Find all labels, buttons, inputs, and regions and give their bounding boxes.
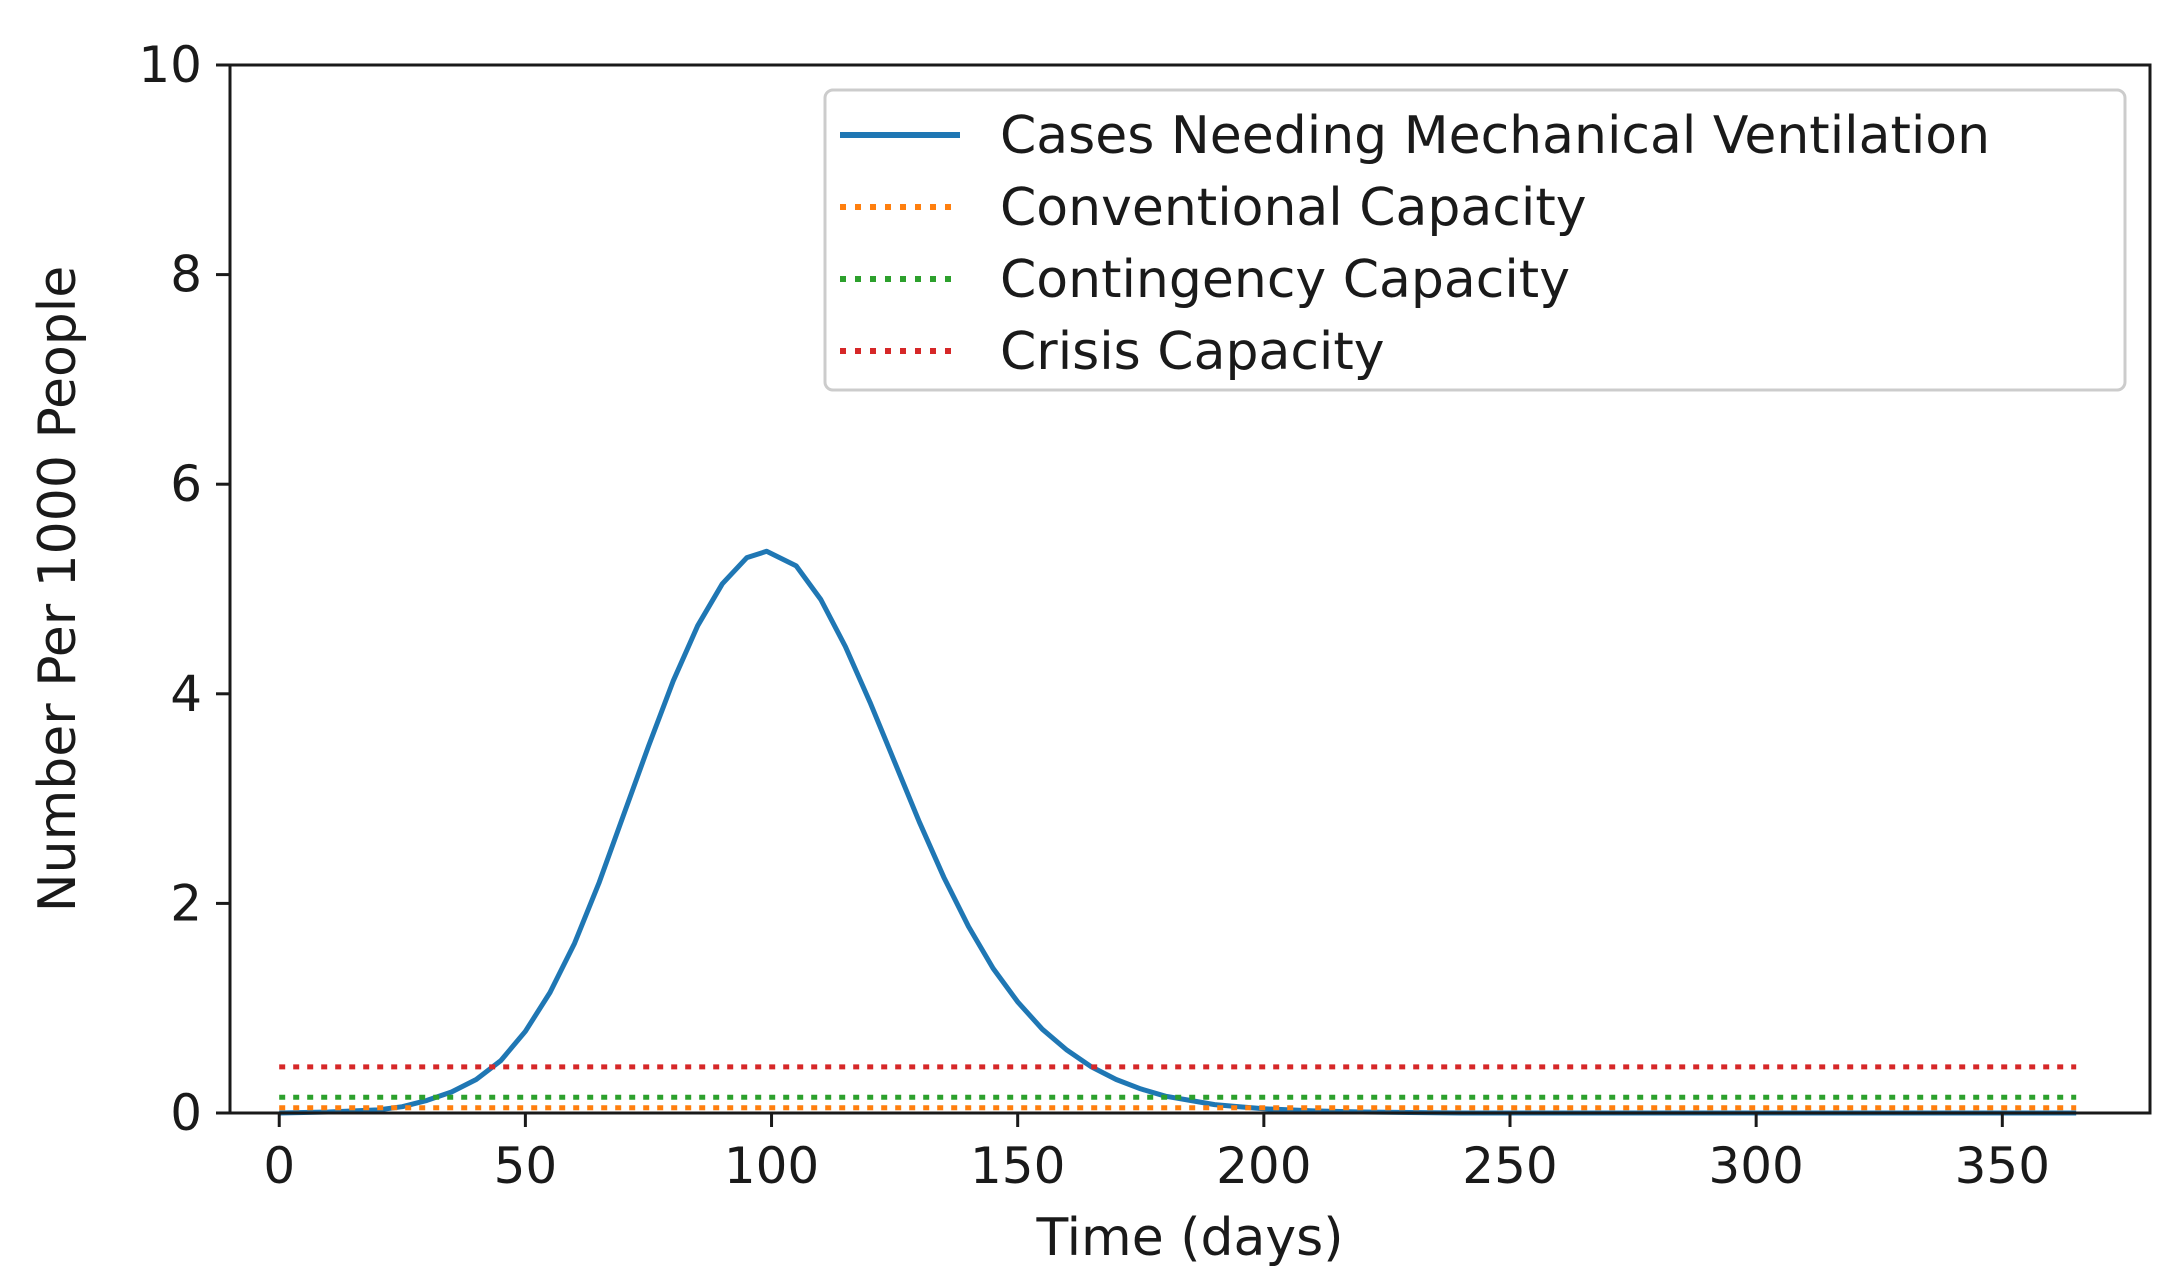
legend-label-2: Contingency Capacity (1000, 250, 1570, 310)
y-tick-label: 8 (170, 246, 202, 304)
legend-box (823, 88, 2127, 392)
x-axis-title: Time (days) (1035, 1208, 1343, 1268)
x-tick-label: 150 (970, 1137, 1065, 1195)
x-tick-label: 50 (494, 1137, 558, 1195)
y-tick-label: 0 (170, 1084, 202, 1142)
legend: Cases Needing Mechanical Ventilation Conv… (823, 88, 2127, 392)
legend-label-3: Crisis Capacity (1000, 322, 1385, 382)
series-line-0 (279, 548, 2077, 1116)
y-tick-label: 10 (138, 36, 202, 94)
x-tick-label: 350 (1955, 1137, 2050, 1195)
ticks-layer: 0 50 100 150 200 250 300 350 0 2 4 6 8 10 (138, 36, 2050, 1195)
x-tick-label: 100 (724, 1137, 819, 1195)
legend-label-1: Conventional Capacity (1000, 178, 1587, 238)
legend-label-0: Cases Needing Mechanical Ventilation (1000, 106, 1990, 166)
x-tick-label: 250 (1462, 1137, 1557, 1195)
y-tick-label: 2 (170, 874, 202, 932)
plot-frame (228, 63, 2152, 1115)
x-tick-label: 0 (263, 1137, 295, 1195)
x-tick-label: 200 (1216, 1137, 1311, 1195)
y-tick-label: 4 (170, 665, 202, 723)
series-layer (279, 548, 2077, 1116)
y-axis-title: Number Per 1000 People (28, 266, 88, 912)
y-tick-label: 6 (170, 455, 202, 513)
x-tick-label: 300 (1708, 1137, 1803, 1195)
